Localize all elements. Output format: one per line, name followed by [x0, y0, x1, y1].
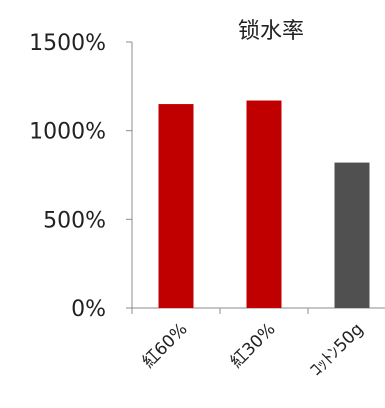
chart-title: 锁水率: [238, 19, 304, 44]
x-axis: [131, 307, 385, 314]
x-tick-label: 紅30%: [227, 319, 280, 372]
x-tick-label: ｺｯﾄﾝ50g: [306, 319, 367, 380]
bar: [158, 104, 194, 308]
bar: [246, 100, 282, 309]
x-tick-label: 紅60%: [139, 319, 192, 372]
bars: [158, 100, 370, 309]
bar: [334, 162, 370, 308]
x-axis-labels: 紅60% 紅30% ｺｯﾄﾝ50g: [139, 319, 368, 380]
y-axis: 0% 500% 1000% 1500%: [29, 31, 133, 322]
y-tick-label: 1000%: [29, 120, 106, 145]
y-tick-label: 500%: [43, 208, 106, 233]
y-tick-label: 0%: [71, 297, 106, 322]
y-tick-label: 1500%: [29, 31, 106, 56]
